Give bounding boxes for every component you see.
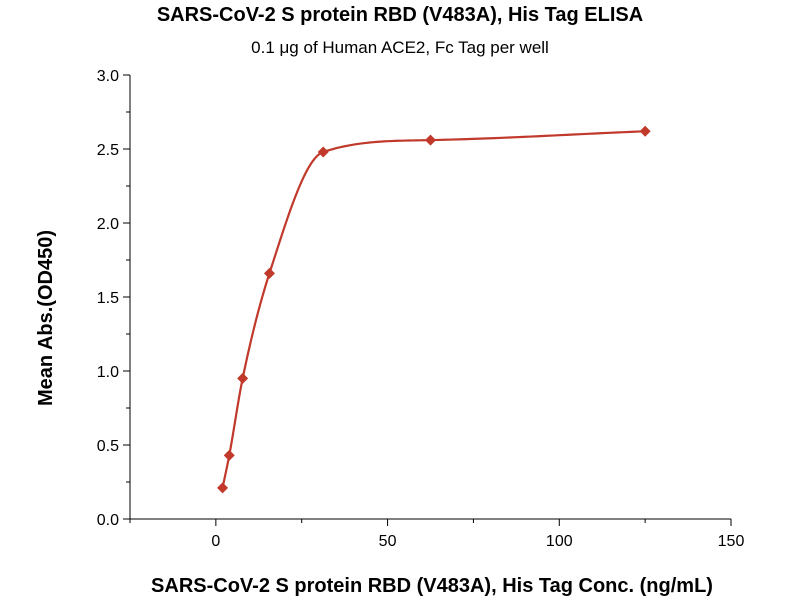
data-point [263, 267, 275, 279]
x-tick-label: 0 [211, 533, 220, 550]
data-point [425, 134, 436, 146]
fit-curve-layer [221, 130, 646, 489]
y-tick-label: 3.0 [97, 68, 119, 85]
data-point [237, 372, 249, 384]
axes: 0.0 0.5 1.0 1.5 2.0 2.5 3.0 0 50 100 150 [97, 68, 745, 550]
chart-subtitle: 0.1 μg of Human ACE2, Fc Tag per well [251, 38, 549, 57]
y-tick-label: 1.0 [97, 364, 119, 381]
y-tick-label: 2.5 [97, 142, 119, 159]
y-tick-label: 1.5 [97, 290, 119, 307]
y-tick-label: 0.0 [97, 512, 119, 529]
y-tick-label: 2.0 [97, 216, 119, 233]
data-point [317, 146, 329, 158]
x-tick-label: 50 [379, 533, 397, 550]
x-tick-label: 150 [718, 533, 745, 550]
y-axis-title: Mean Abs.(OD450) [35, 230, 57, 406]
y-tick-label: 0.5 [97, 438, 119, 455]
fit-curve [221, 130, 646, 489]
data-point [639, 125, 651, 137]
data-point [217, 482, 229, 494]
data-point [223, 449, 235, 461]
x-axis-title: SARS-CoV-2 S protein RBD (V483A), His Ta… [151, 575, 713, 597]
data-points-layer [217, 125, 651, 494]
chart-title: SARS-CoV-2 S protein RBD (V483A), His Ta… [156, 4, 644, 26]
x-tick-label: 100 [546, 533, 573, 550]
